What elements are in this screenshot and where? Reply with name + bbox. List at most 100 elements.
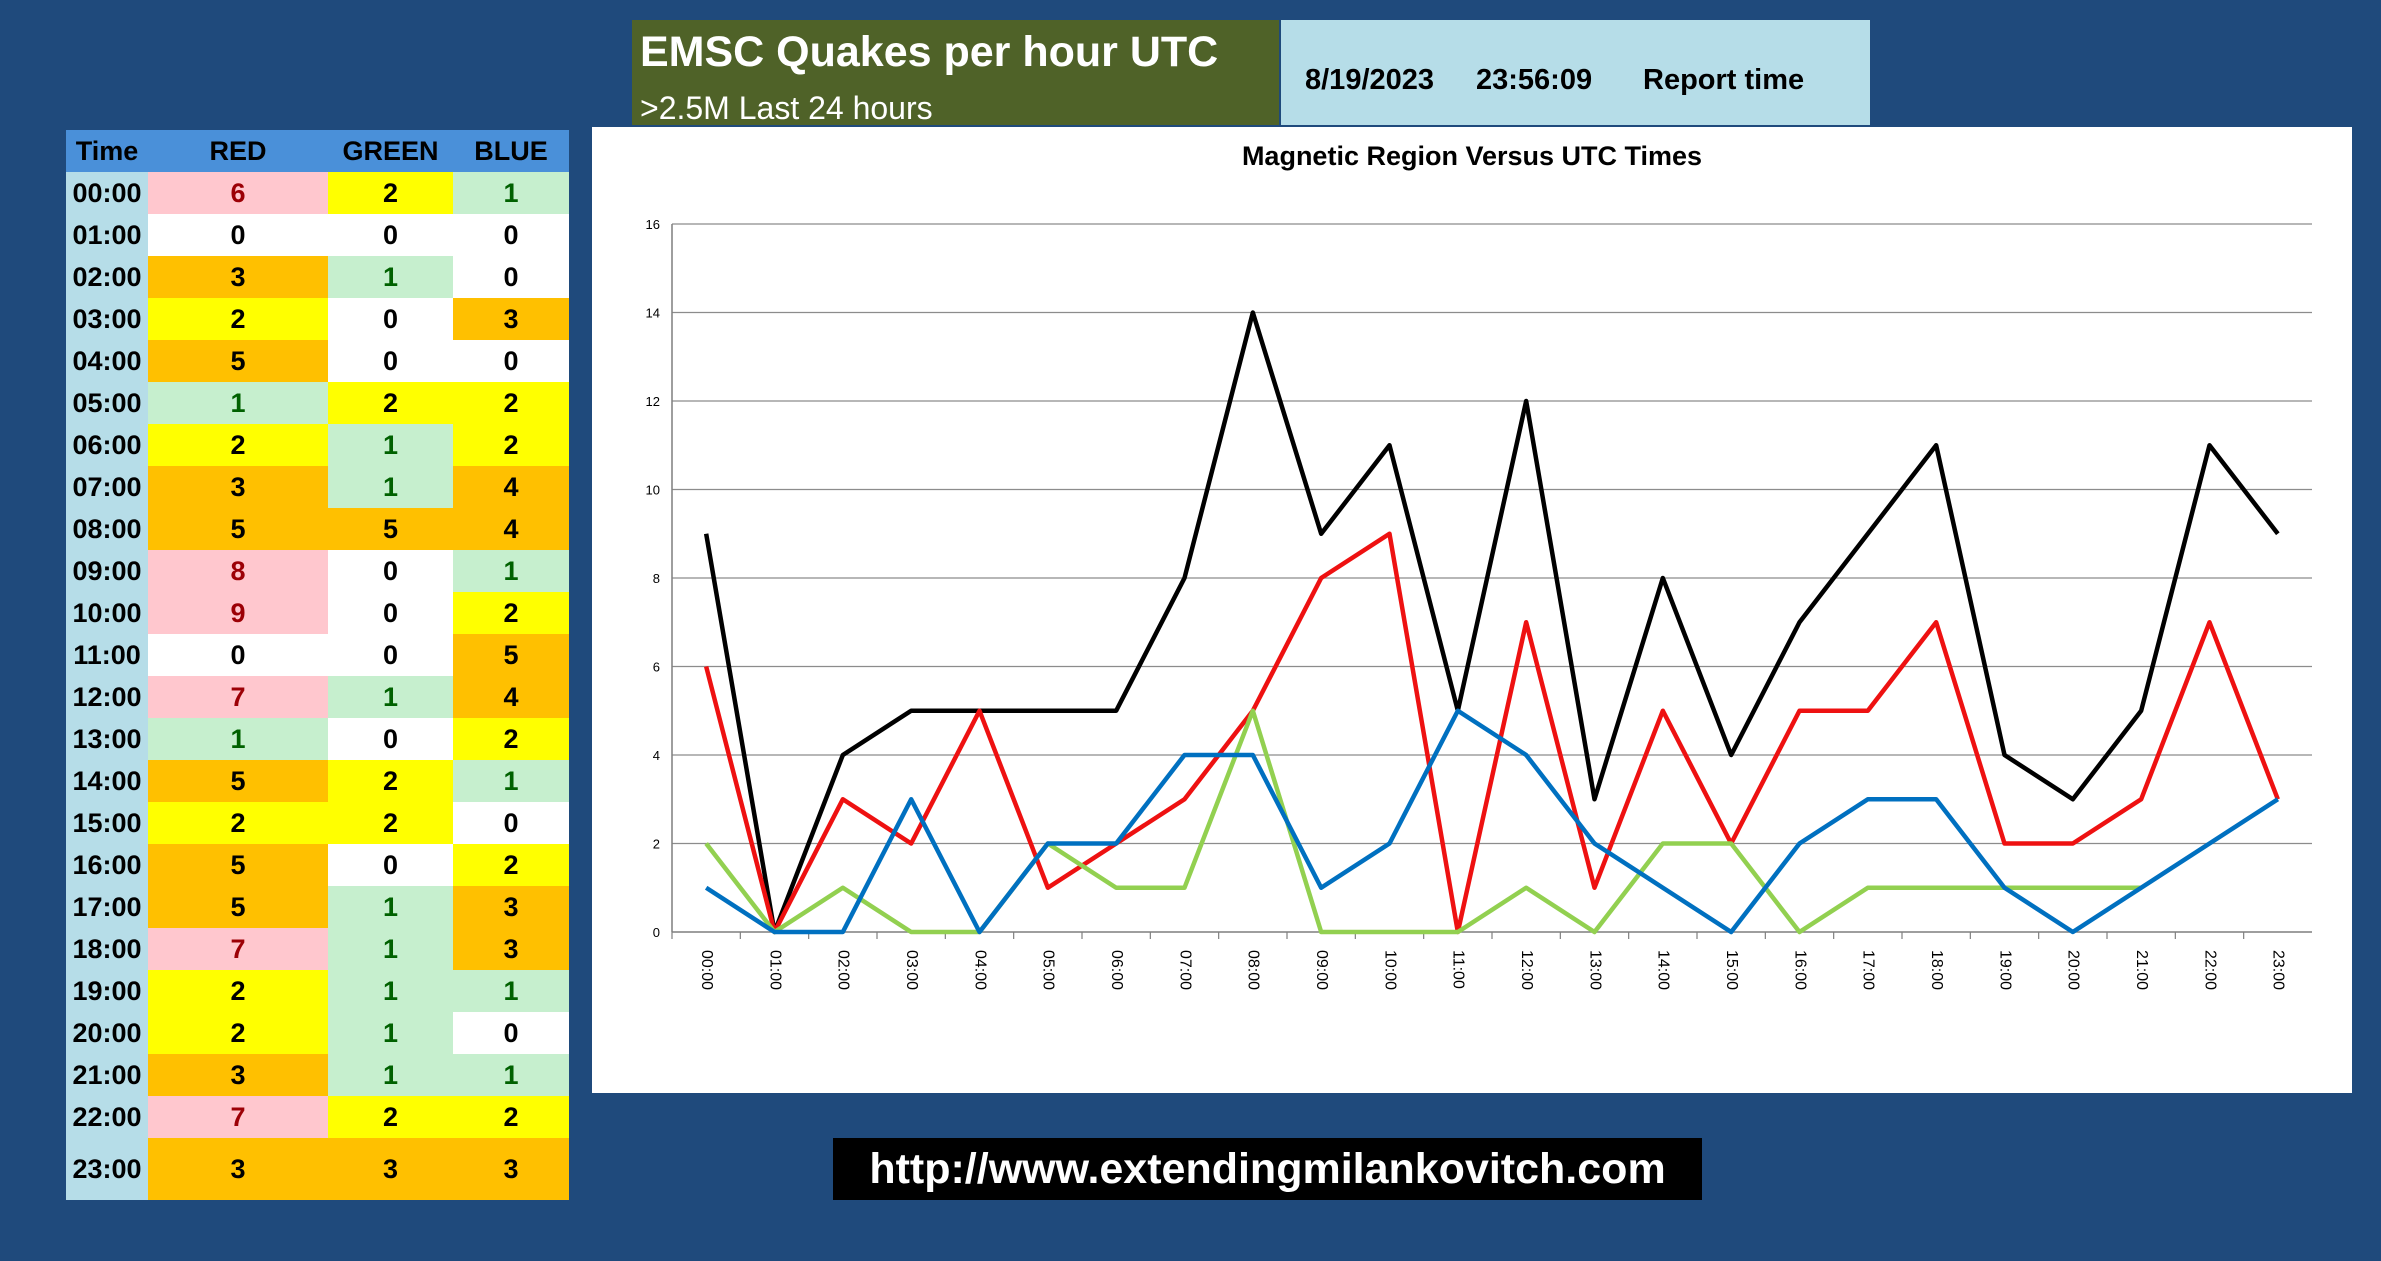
chart-series	[703, 310, 2280, 935]
x-tick-label: 19:00	[1996, 950, 2013, 990]
green-count-cell: 2	[328, 760, 453, 802]
green-count-cell: 1	[328, 886, 453, 928]
time-cell: 06:00	[66, 424, 148, 466]
green-count-cell: 2	[328, 382, 453, 424]
header-blue: BLUE	[453, 130, 569, 172]
table-row: 21:00 3 1 1	[66, 1054, 569, 1096]
blue-count-cell: 2	[453, 718, 569, 760]
blue-count-cell: 5	[453, 634, 569, 676]
report-date: 8/19/2023	[1305, 64, 1435, 96]
blue-count-cell: 4	[453, 676, 569, 718]
table-row: 01:00 0 0 0	[66, 214, 569, 256]
page-title: EMSC Quakes per hour UTC	[640, 28, 1219, 76]
time-cell: 14:00	[66, 760, 148, 802]
y-tick-label: 6	[653, 660, 660, 675]
red-count-cell: 0	[148, 634, 328, 676]
x-tick-label: 22:00	[2201, 950, 2218, 990]
series-line-2	[704, 708, 2142, 935]
green-count-cell: 1	[328, 256, 453, 298]
time-cell: 04:00	[66, 340, 148, 382]
time-cell: 01:00	[66, 214, 148, 256]
time-cell: 15:00	[66, 802, 148, 844]
blue-count-cell: 3	[453, 1138, 569, 1200]
green-count-cell: 1	[328, 424, 453, 466]
time-cell: 00:00	[66, 172, 148, 214]
x-tick-labels: 00:00 01:00 02:00 03:00 04:00 05:00 06:00 07:00…	[698, 950, 2287, 990]
table-row: 06:00 2 1 2	[66, 424, 569, 466]
blue-count-cell: 2	[453, 844, 569, 886]
x-tick-label: 23:00	[2270, 950, 2287, 990]
blue-count-cell: 0	[453, 214, 569, 256]
table-row: 19:00 2 1 1	[66, 970, 569, 1012]
y-tick-label: 4	[653, 748, 660, 763]
red-count-cell: 8	[148, 550, 328, 592]
time-cell: 23:00	[66, 1138, 148, 1200]
green-count-cell: 0	[328, 718, 453, 760]
x-tick-label: 00:00	[698, 950, 715, 990]
report-time-label: Report time	[1643, 64, 1805, 96]
table-row: 08:00 5 5 4	[66, 508, 569, 550]
x-tick-label: 12:00	[1518, 950, 1535, 990]
x-tick-label: 02:00	[835, 950, 852, 990]
table-row: 05:00 1 2 2	[66, 382, 569, 424]
header-time: Time	[66, 130, 148, 172]
chart-svg: Magnetic Region Versus UTC Times 0 2 4 6 8 10…	[646, 141, 2312, 990]
x-tick-label: 01:00	[766, 950, 783, 990]
page-subtitle: >2.5M Last 24 hours	[640, 90, 933, 126]
table-row: 20:00 2 1 0	[66, 1012, 569, 1054]
blue-count-cell: 3	[453, 298, 569, 340]
blue-count-cell: 1	[453, 1054, 569, 1096]
green-count-cell: 1	[328, 970, 453, 1012]
y-tick-label: 2	[653, 837, 660, 852]
x-tick-label: 07:00	[1176, 950, 1193, 990]
green-count-cell: 0	[328, 634, 453, 676]
x-tick-label: 18:00	[1928, 950, 1945, 990]
x-tick-label: 04:00	[971, 950, 988, 990]
time-cell: 13:00	[66, 718, 148, 760]
report-time-box: 8/19/2023 23:56:09 Report time	[1281, 20, 1870, 125]
x-tick-label: 09:00	[1313, 950, 1330, 990]
green-count-cell: 1	[328, 676, 453, 718]
red-count-cell: 5	[148, 508, 328, 550]
time-cell: 08:00	[66, 508, 148, 550]
red-count-cell: 5	[148, 844, 328, 886]
time-cell: 03:00	[66, 298, 148, 340]
website-url[interactable]: http://www.extendingmilankovitch.com	[833, 1138, 1702, 1200]
line-chart: Magnetic Region Versus UTC Times 0 2 4 6 8 10…	[592, 127, 2352, 1093]
red-count-cell: 3	[148, 256, 328, 298]
series-line-0	[703, 310, 2280, 935]
time-cell: 07:00	[66, 466, 148, 508]
red-count-cell: 0	[148, 214, 328, 256]
time-cell: 22:00	[66, 1096, 148, 1138]
red-count-cell: 7	[148, 928, 328, 970]
table-header-row: Time RED GREEN BLUE	[66, 130, 569, 172]
blue-count-cell: 3	[453, 928, 569, 970]
x-tick-label: 15:00	[1723, 950, 1740, 990]
table-row: 07:00 3 1 4	[66, 466, 569, 508]
y-tick-labels: 0 2 4 6 8 10 12 14 16	[646, 217, 660, 940]
table-row: 18:00 7 1 3	[66, 928, 569, 970]
green-count-cell: 1	[328, 928, 453, 970]
x-tick-label: 10:00	[1381, 950, 1398, 990]
chart-gridlines	[672, 223, 2312, 845]
table-row: 03:00 2 0 3	[66, 298, 569, 340]
time-cell: 16:00	[66, 844, 148, 886]
red-count-cell: 3	[148, 1138, 328, 1200]
red-count-cell: 2	[148, 1012, 328, 1054]
green-count-cell: 0	[328, 340, 453, 382]
blue-count-cell: 1	[453, 172, 569, 214]
table-row: 04:00 5 0 0	[66, 340, 569, 382]
green-count-cell: 0	[328, 214, 453, 256]
blue-count-cell: 0	[453, 802, 569, 844]
blue-count-cell: 1	[453, 760, 569, 802]
x-tick-label: 13:00	[1586, 950, 1603, 990]
green-count-cell: 3	[328, 1138, 453, 1200]
x-tick-label: 20:00	[2065, 950, 2082, 990]
green-count-cell: 1	[328, 1012, 453, 1054]
blue-count-cell: 2	[453, 382, 569, 424]
green-count-cell: 0	[328, 592, 453, 634]
green-count-cell: 0	[328, 550, 453, 592]
green-count-cell: 2	[328, 1096, 453, 1138]
red-count-cell: 5	[148, 760, 328, 802]
x-tick-label: 06:00	[1108, 950, 1125, 990]
